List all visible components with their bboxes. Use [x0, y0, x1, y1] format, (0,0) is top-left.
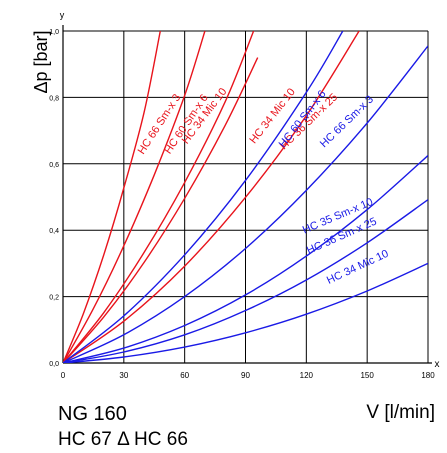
series-labels: HC 66 Sm-x 3HC 60 Sm-x 6HC 34 Mic 10 HC 3…: [136, 86, 391, 287]
series-label: HC 34 Mic 10: [325, 248, 390, 287]
y-tick-label: 0,6: [49, 162, 59, 169]
series-line: [63, 45, 428, 363]
x-tick-label: 0: [61, 371, 66, 380]
x-tick-label: 90: [241, 371, 250, 380]
x-tick-label: 30: [119, 371, 128, 380]
series-line: [63, 31, 255, 363]
y-tick-label: 0,2: [49, 295, 59, 302]
x-tick-label: 120: [300, 371, 314, 380]
tick-labels: 0 30 60 90 120 150 180 0,0 0,2 0,4 0,6 0,8 1,0: [49, 29, 435, 380]
y-tick-label: 0,0: [49, 361, 59, 368]
series-line: [63, 31, 344, 363]
x-axis-letter: x: [435, 359, 440, 370]
y-tick-label: 0,8: [49, 95, 59, 102]
grid-lines: [62, 25, 432, 364]
series-line: [63, 154, 428, 363]
y-tick-label: 1,0: [49, 29, 59, 36]
y-axis-letter: y: [60, 10, 65, 20]
series-line: [63, 57, 259, 363]
x-axis-title: V [l/min]: [366, 402, 435, 423]
series-lines: [63, 31, 428, 363]
x-tick-label: 150: [360, 371, 374, 380]
y-tick-label: 0,4: [49, 228, 59, 235]
series-line: [63, 31, 161, 363]
series-line: [63, 199, 428, 363]
series-line: [63, 31, 360, 363]
x-tick-label: 60: [180, 371, 189, 380]
caption-ng: NG 160: [58, 403, 127, 425]
series-line: [63, 262, 428, 363]
x-tick-label: 180: [421, 371, 435, 380]
caption-hc: HC 67 Δ HC 66: [58, 429, 188, 450]
series-line: [63, 31, 206, 363]
y-axis-title: Δp [bar]: [31, 30, 51, 93]
